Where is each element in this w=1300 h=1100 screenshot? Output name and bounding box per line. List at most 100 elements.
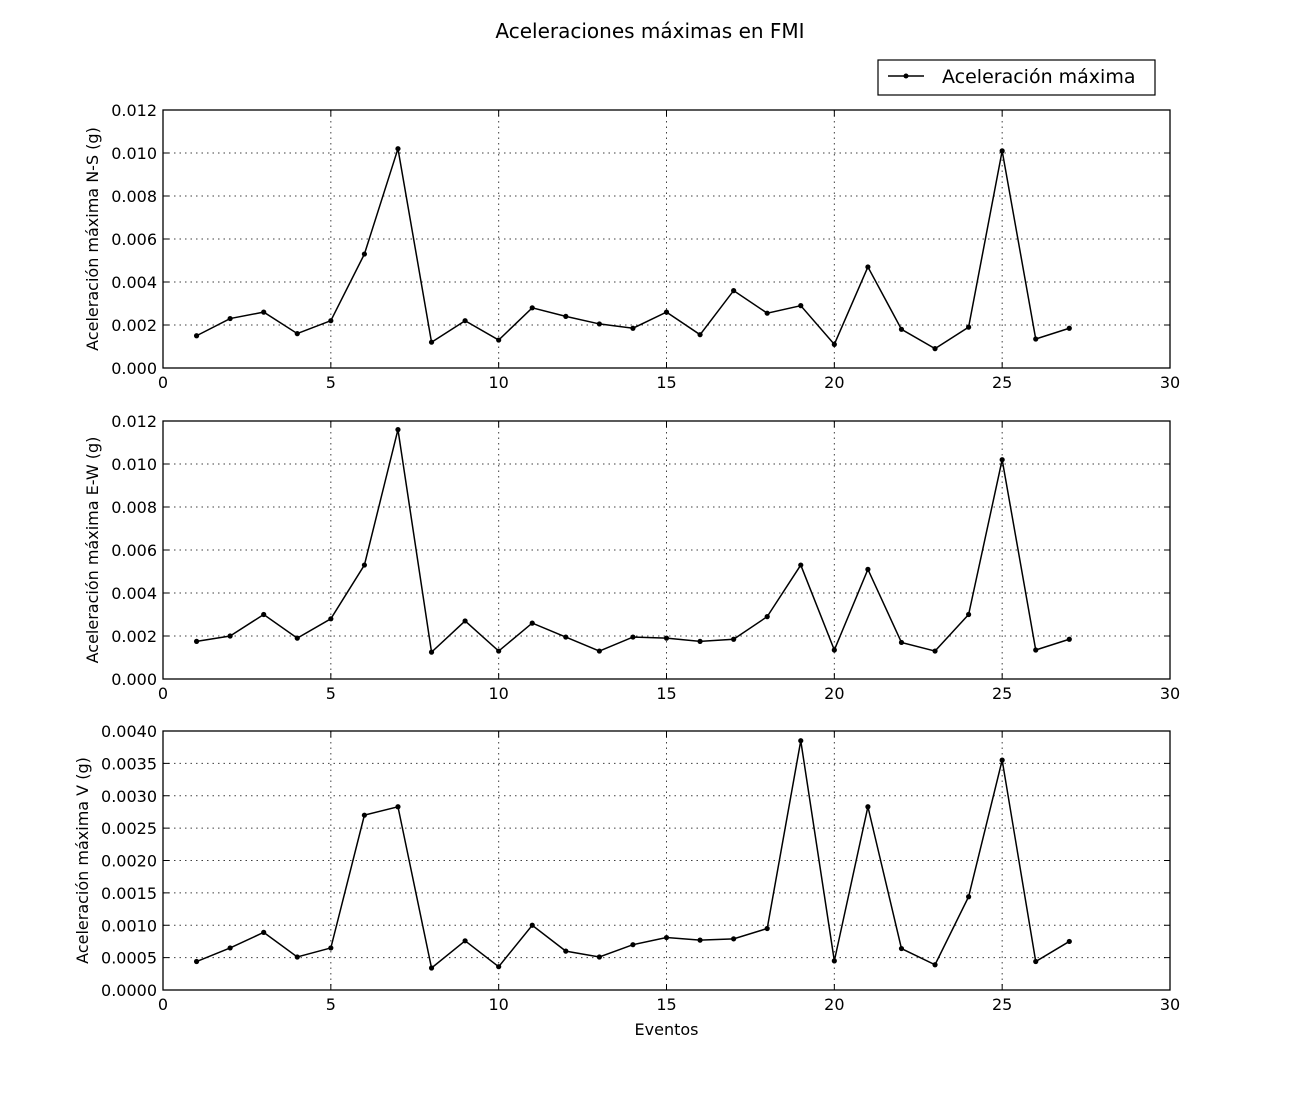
data-point bbox=[294, 954, 300, 960]
data-point bbox=[563, 313, 569, 319]
x-tick-label: 25 bbox=[992, 684, 1012, 703]
data-point bbox=[563, 948, 569, 954]
y-tick-label: 0.008 bbox=[111, 498, 157, 517]
data-point bbox=[731, 288, 737, 294]
data-point bbox=[831, 958, 837, 964]
y-tick-label: 0.000 bbox=[111, 670, 157, 689]
data-point bbox=[932, 648, 938, 654]
x-tick-label: 5 bbox=[326, 995, 336, 1014]
data-point bbox=[462, 318, 468, 324]
data-point bbox=[663, 934, 670, 941]
plot-frame bbox=[162, 730, 1171, 991]
data-point bbox=[1033, 336, 1039, 342]
x-tick-label: 10 bbox=[488, 684, 508, 703]
x-tick-label: 25 bbox=[992, 995, 1012, 1014]
y-tick-label: 0.0020 bbox=[101, 852, 157, 871]
data-point bbox=[1066, 938, 1072, 945]
data-point bbox=[328, 318, 334, 324]
data-point bbox=[227, 633, 233, 639]
data-point bbox=[261, 611, 267, 618]
data-point bbox=[227, 315, 233, 322]
x-tick-label: 5 bbox=[326, 373, 336, 392]
data-point bbox=[227, 945, 233, 951]
x-tick-label: 15 bbox=[656, 684, 676, 703]
data-point bbox=[496, 964, 502, 970]
y-tick-label: 0.006 bbox=[111, 230, 157, 249]
data-point bbox=[966, 611, 972, 618]
data-point bbox=[663, 635, 670, 641]
legend-marker-sample bbox=[903, 73, 909, 79]
data-point bbox=[596, 954, 602, 960]
x-tick-label: 10 bbox=[488, 995, 508, 1014]
x-tick-label: 0 bbox=[158, 995, 168, 1014]
data-point bbox=[865, 804, 871, 810]
data-point bbox=[865, 566, 871, 572]
y-axis-label: Aceleración máxima E-W (g) bbox=[83, 437, 102, 664]
data-point bbox=[966, 894, 972, 900]
panel-ew: 0 5 10 15 20 25 30 0.000 0.002 0.004 0.006 0.008 0.0… bbox=[83, 412, 1180, 703]
x-tick-label: 0 bbox=[158, 684, 168, 703]
data-point bbox=[596, 648, 602, 654]
y-tick-label: 0.004 bbox=[111, 584, 157, 603]
y-tick-label: 0.004 bbox=[111, 273, 157, 292]
data-point bbox=[999, 757, 1005, 763]
panel-ns: 0 5 10 15 20 25 30 0.000 0.002 0.004 0.006 0.008 0.0… bbox=[83, 101, 1180, 392]
data-point bbox=[361, 562, 367, 568]
data-point bbox=[932, 346, 938, 352]
figure-title: Aceleraciones máximas en FMI bbox=[495, 19, 804, 43]
data-point bbox=[1033, 647, 1039, 653]
x-tick-label: 30 bbox=[1160, 995, 1180, 1014]
data-point bbox=[966, 324, 972, 330]
x-axis-label: Eventos bbox=[635, 1020, 699, 1039]
data-point bbox=[999, 148, 1005, 154]
x-tick-label: 5 bbox=[326, 684, 336, 703]
x-tick-label: 15 bbox=[656, 373, 676, 392]
y-tick-label: 0.0010 bbox=[101, 916, 157, 935]
data-point bbox=[798, 738, 804, 744]
data-point bbox=[328, 945, 334, 951]
x-tick-label: 20 bbox=[824, 995, 844, 1014]
data-point bbox=[630, 634, 636, 640]
data-point bbox=[697, 638, 703, 644]
y-tick-label: 0.000 bbox=[111, 359, 157, 378]
legend-box bbox=[877, 59, 1156, 96]
x-tick-label: 20 bbox=[824, 684, 844, 703]
legend: Aceleración máxima bbox=[877, 59, 1156, 96]
data-point bbox=[731, 636, 737, 642]
data-point bbox=[361, 251, 367, 257]
data-point bbox=[663, 309, 670, 315]
data-point bbox=[831, 647, 837, 653]
data-point bbox=[395, 427, 401, 433]
data-point bbox=[294, 331, 300, 337]
y-tick-label: 0.0040 bbox=[101, 722, 157, 741]
data-point bbox=[395, 804, 401, 810]
data-point bbox=[764, 614, 770, 620]
series-line bbox=[196, 740, 1070, 970]
data-point bbox=[462, 618, 468, 624]
x-tick-label: 0 bbox=[158, 373, 168, 392]
data-point bbox=[563, 634, 569, 640]
data-point bbox=[428, 339, 435, 345]
data-point bbox=[193, 958, 200, 965]
panel-v: 0 5 10 15 20 25 30 0.0000 0.0005 0.0010 0.0015 0.00… bbox=[73, 722, 1180, 1039]
data-point bbox=[1066, 636, 1072, 642]
data-point bbox=[596, 321, 602, 327]
data-point bbox=[1033, 958, 1039, 965]
x-tick-label: 20 bbox=[824, 373, 844, 392]
data-point bbox=[361, 812, 367, 818]
data-point bbox=[932, 962, 938, 968]
series-line bbox=[196, 429, 1070, 654]
x-tick-label: 30 bbox=[1160, 373, 1180, 392]
plot-frame bbox=[162, 420, 1171, 680]
data-point bbox=[630, 942, 636, 948]
data-point bbox=[529, 922, 535, 928]
data-point bbox=[764, 925, 770, 932]
data-point bbox=[764, 310, 770, 316]
data-point bbox=[462, 938, 468, 944]
plot-frame bbox=[162, 109, 1171, 369]
y-tick-label: 0.0030 bbox=[101, 787, 157, 806]
data-point bbox=[697, 332, 703, 338]
y-tick-label: 0.0025 bbox=[101, 819, 157, 838]
x-tick-label: 30 bbox=[1160, 684, 1180, 703]
